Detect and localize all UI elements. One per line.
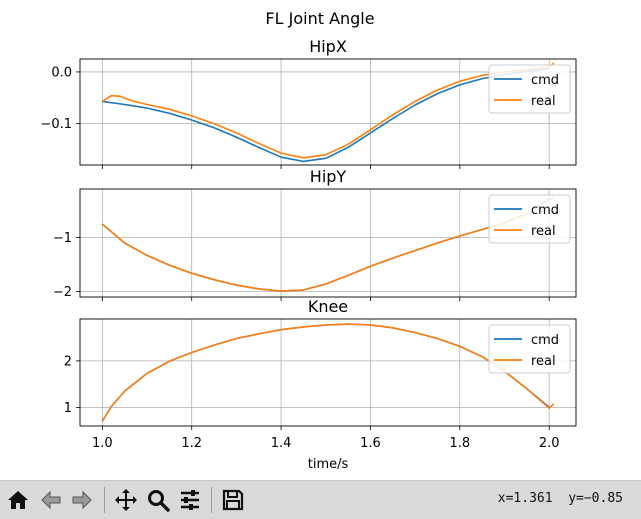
y-tick-label: −1 [53,231,72,246]
x-tick-label: 2.0 [539,436,560,451]
subplot-title: HipX [309,37,347,56]
x-tick-label: 1.6 [360,436,381,451]
save-floppy-icon [222,489,244,511]
home-icon [8,491,28,509]
forward-arrow-icon [72,490,92,510]
series-line-cmd [102,68,550,163]
legend-label-real: real [531,94,556,109]
forward-button[interactable] [68,486,96,514]
x-tick-label: 1.4 [271,436,292,451]
pan-button[interactable] [112,486,140,514]
y-tick-label: 1 [64,401,72,416]
subplot-knee: 1.0 1.2 1.4 1.6 1.8 2.0 1 2 Knee cmd real [64,297,577,451]
legend-box [488,324,571,374]
navigation-toolbar: x=1.361 y=−0.85 [0,480,641,519]
configure-subplots-icon [181,490,199,510]
legend-label-cmd: cmd [531,333,559,348]
zoom-magnifier-icon [148,490,170,512]
x-tick-label: 1.2 [181,436,202,451]
axes-frame [79,188,577,298]
axes-frame [79,58,577,166]
x-tick-label: 1.0 [92,436,113,451]
back-arrow-icon [41,490,61,510]
home-button[interactable] [4,486,32,514]
x-tick-label: 1.8 [449,436,470,451]
legend-label-real: real [531,224,556,239]
y-tick-label: 2 [64,354,72,369]
subplot-hipx: 0.0 −0.1 HipX cmd real [40,37,577,169]
toolbar-separator [104,487,105,513]
figure-canvas[interactable]: FL Joint Angle time/s 0.0 −0.1 HipX cmd real… [0,0,641,480]
zoom-button[interactable] [144,486,172,514]
series-line-real [101,196,555,292]
back-button[interactable] [37,486,65,514]
toolbar-separator [211,487,212,513]
legend-box [488,64,571,114]
axes-frame [79,318,577,427]
y-tick-label: −2 [53,285,72,300]
legend-box [488,194,571,244]
subplot-title: HipY [310,167,347,186]
subplot-hipy: −1 −2 HipY cmd real [53,167,577,301]
figure-suptitle: FL Joint Angle [265,9,374,28]
legend: cmd real [488,64,571,114]
pan-move-icon [115,489,137,511]
figure-svg: FL Joint Angle time/s 0.0 −0.1 HipX cmd real… [40,9,577,472]
series-line-real [101,323,555,422]
series-line-real [101,62,555,159]
legend: cmd real [488,324,571,374]
series-line-cmd [101,198,550,292]
legend: cmd real [488,194,571,244]
cursor-coordinates-readout: x=1.361 y=−0.85 [497,491,623,506]
legend-label-cmd: cmd [531,203,559,218]
save-button[interactable] [219,486,247,514]
legend-label-cmd: cmd [531,73,559,88]
x-axis-label: time/s [308,457,349,472]
series-line-cmd [101,323,550,422]
legend-label-real: real [531,354,556,369]
y-tick-label: 0.0 [51,65,72,80]
configure-subplots-button[interactable] [176,486,204,514]
y-tick-label: −0.1 [40,117,72,132]
subplot-title: Knee [308,297,348,316]
